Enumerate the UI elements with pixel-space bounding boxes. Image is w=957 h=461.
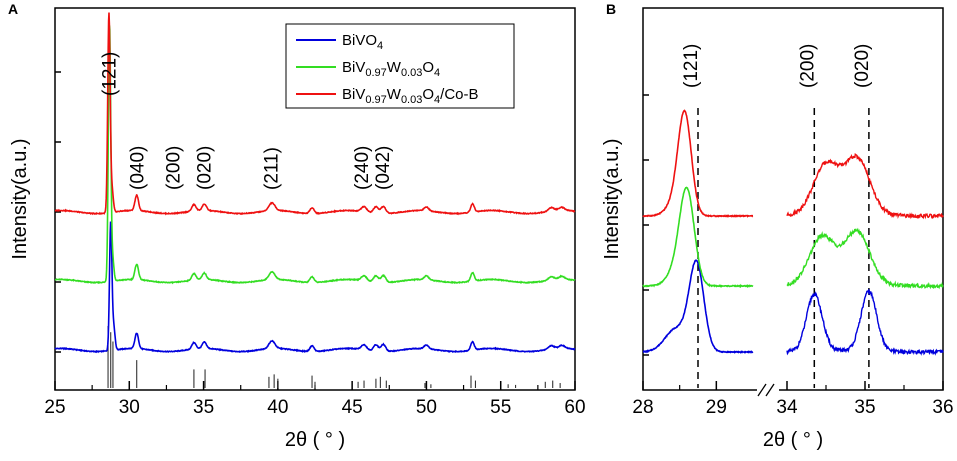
y-axis-title: Intensity(a.u.) — [601, 138, 623, 259]
x-tick-label: 40 — [267, 397, 288, 418]
peak-label: (200) — [163, 146, 184, 190]
legend-text-part: 4 — [434, 94, 440, 106]
x-tick-label: 28 — [632, 397, 653, 418]
series-b-left-1 — [642, 186, 754, 289]
x-tick-label: 36 — [932, 397, 953, 418]
series-b-right-2 — [786, 153, 944, 220]
peak-label: (211) — [261, 147, 282, 190]
series-line-1 — [54, 25, 576, 285]
x-tick-label: 45 — [342, 397, 363, 418]
x-tick-label: 35 — [854, 397, 875, 418]
legend-text-part: W — [387, 86, 402, 103]
panel-b-frame — [642, 7, 944, 391]
peak-label: (121) — [99, 52, 120, 96]
legend-text-part: O — [422, 86, 434, 103]
legend-entry-0: BiVO4 — [342, 32, 383, 52]
peak-label: (040) — [128, 146, 149, 190]
legend-text-part: BiV — [342, 59, 365, 76]
x-axis-title: 2θ ( ° ) — [763, 429, 823, 451]
x-tick-label: 25 — [44, 397, 65, 418]
series-line-2 — [54, 12, 576, 216]
panel-b-letter: B — [606, 1, 616, 17]
series-b-left-2 — [642, 109, 754, 218]
series-b-left-0 — [642, 259, 754, 354]
legend-text-part: 4 — [377, 40, 383, 52]
axis-break-mark — [757, 383, 767, 397]
peak-label: (240) — [352, 146, 373, 190]
x-axis-title: 2θ ( ° ) — [285, 429, 345, 451]
x-tick-label: 60 — [564, 397, 585, 418]
axis-break-mark — [765, 383, 775, 397]
x-tick-label: 50 — [416, 397, 437, 418]
legend-entry-2: BiV0.97W0.03O4/Co-B — [342, 86, 479, 106]
legend-text-part: /Co-B — [440, 86, 478, 103]
x-tick-label: 29 — [706, 397, 727, 418]
x-tick-label: 34 — [776, 397, 798, 418]
series-line-0 — [54, 221, 576, 354]
x-tick-label: 35 — [193, 397, 214, 418]
x-tick-label: 55 — [490, 397, 511, 418]
legend-text-part: 0.97 — [365, 94, 386, 106]
peak-label: (020) — [852, 44, 873, 88]
x-tick-label: 30 — [119, 397, 140, 418]
series-b-right-1 — [786, 227, 944, 290]
legend-entry-1: BiV0.97W0.03O4 — [342, 59, 440, 79]
y-axis-title: Intensity(a.u.) — [9, 138, 31, 259]
legend-text-part: BiV — [342, 86, 365, 103]
legend-text-part: BiVO — [342, 32, 377, 49]
legend-text-part: 0.03 — [401, 94, 422, 106]
legend-text-part: 0.97 — [365, 67, 386, 79]
peak-label: (200) — [797, 44, 818, 88]
legend-text-part: 0.03 — [401, 67, 422, 79]
legend-text-part: 4 — [434, 67, 440, 79]
peak-label: (042) — [373, 146, 394, 190]
panel-a-letter: A — [8, 1, 18, 17]
peak-label: (121) — [681, 44, 702, 88]
legend-text-part: O — [422, 59, 434, 76]
legend-text-part: W — [387, 59, 402, 76]
series-b-right-0 — [786, 288, 944, 356]
peak-label: (020) — [195, 146, 216, 190]
